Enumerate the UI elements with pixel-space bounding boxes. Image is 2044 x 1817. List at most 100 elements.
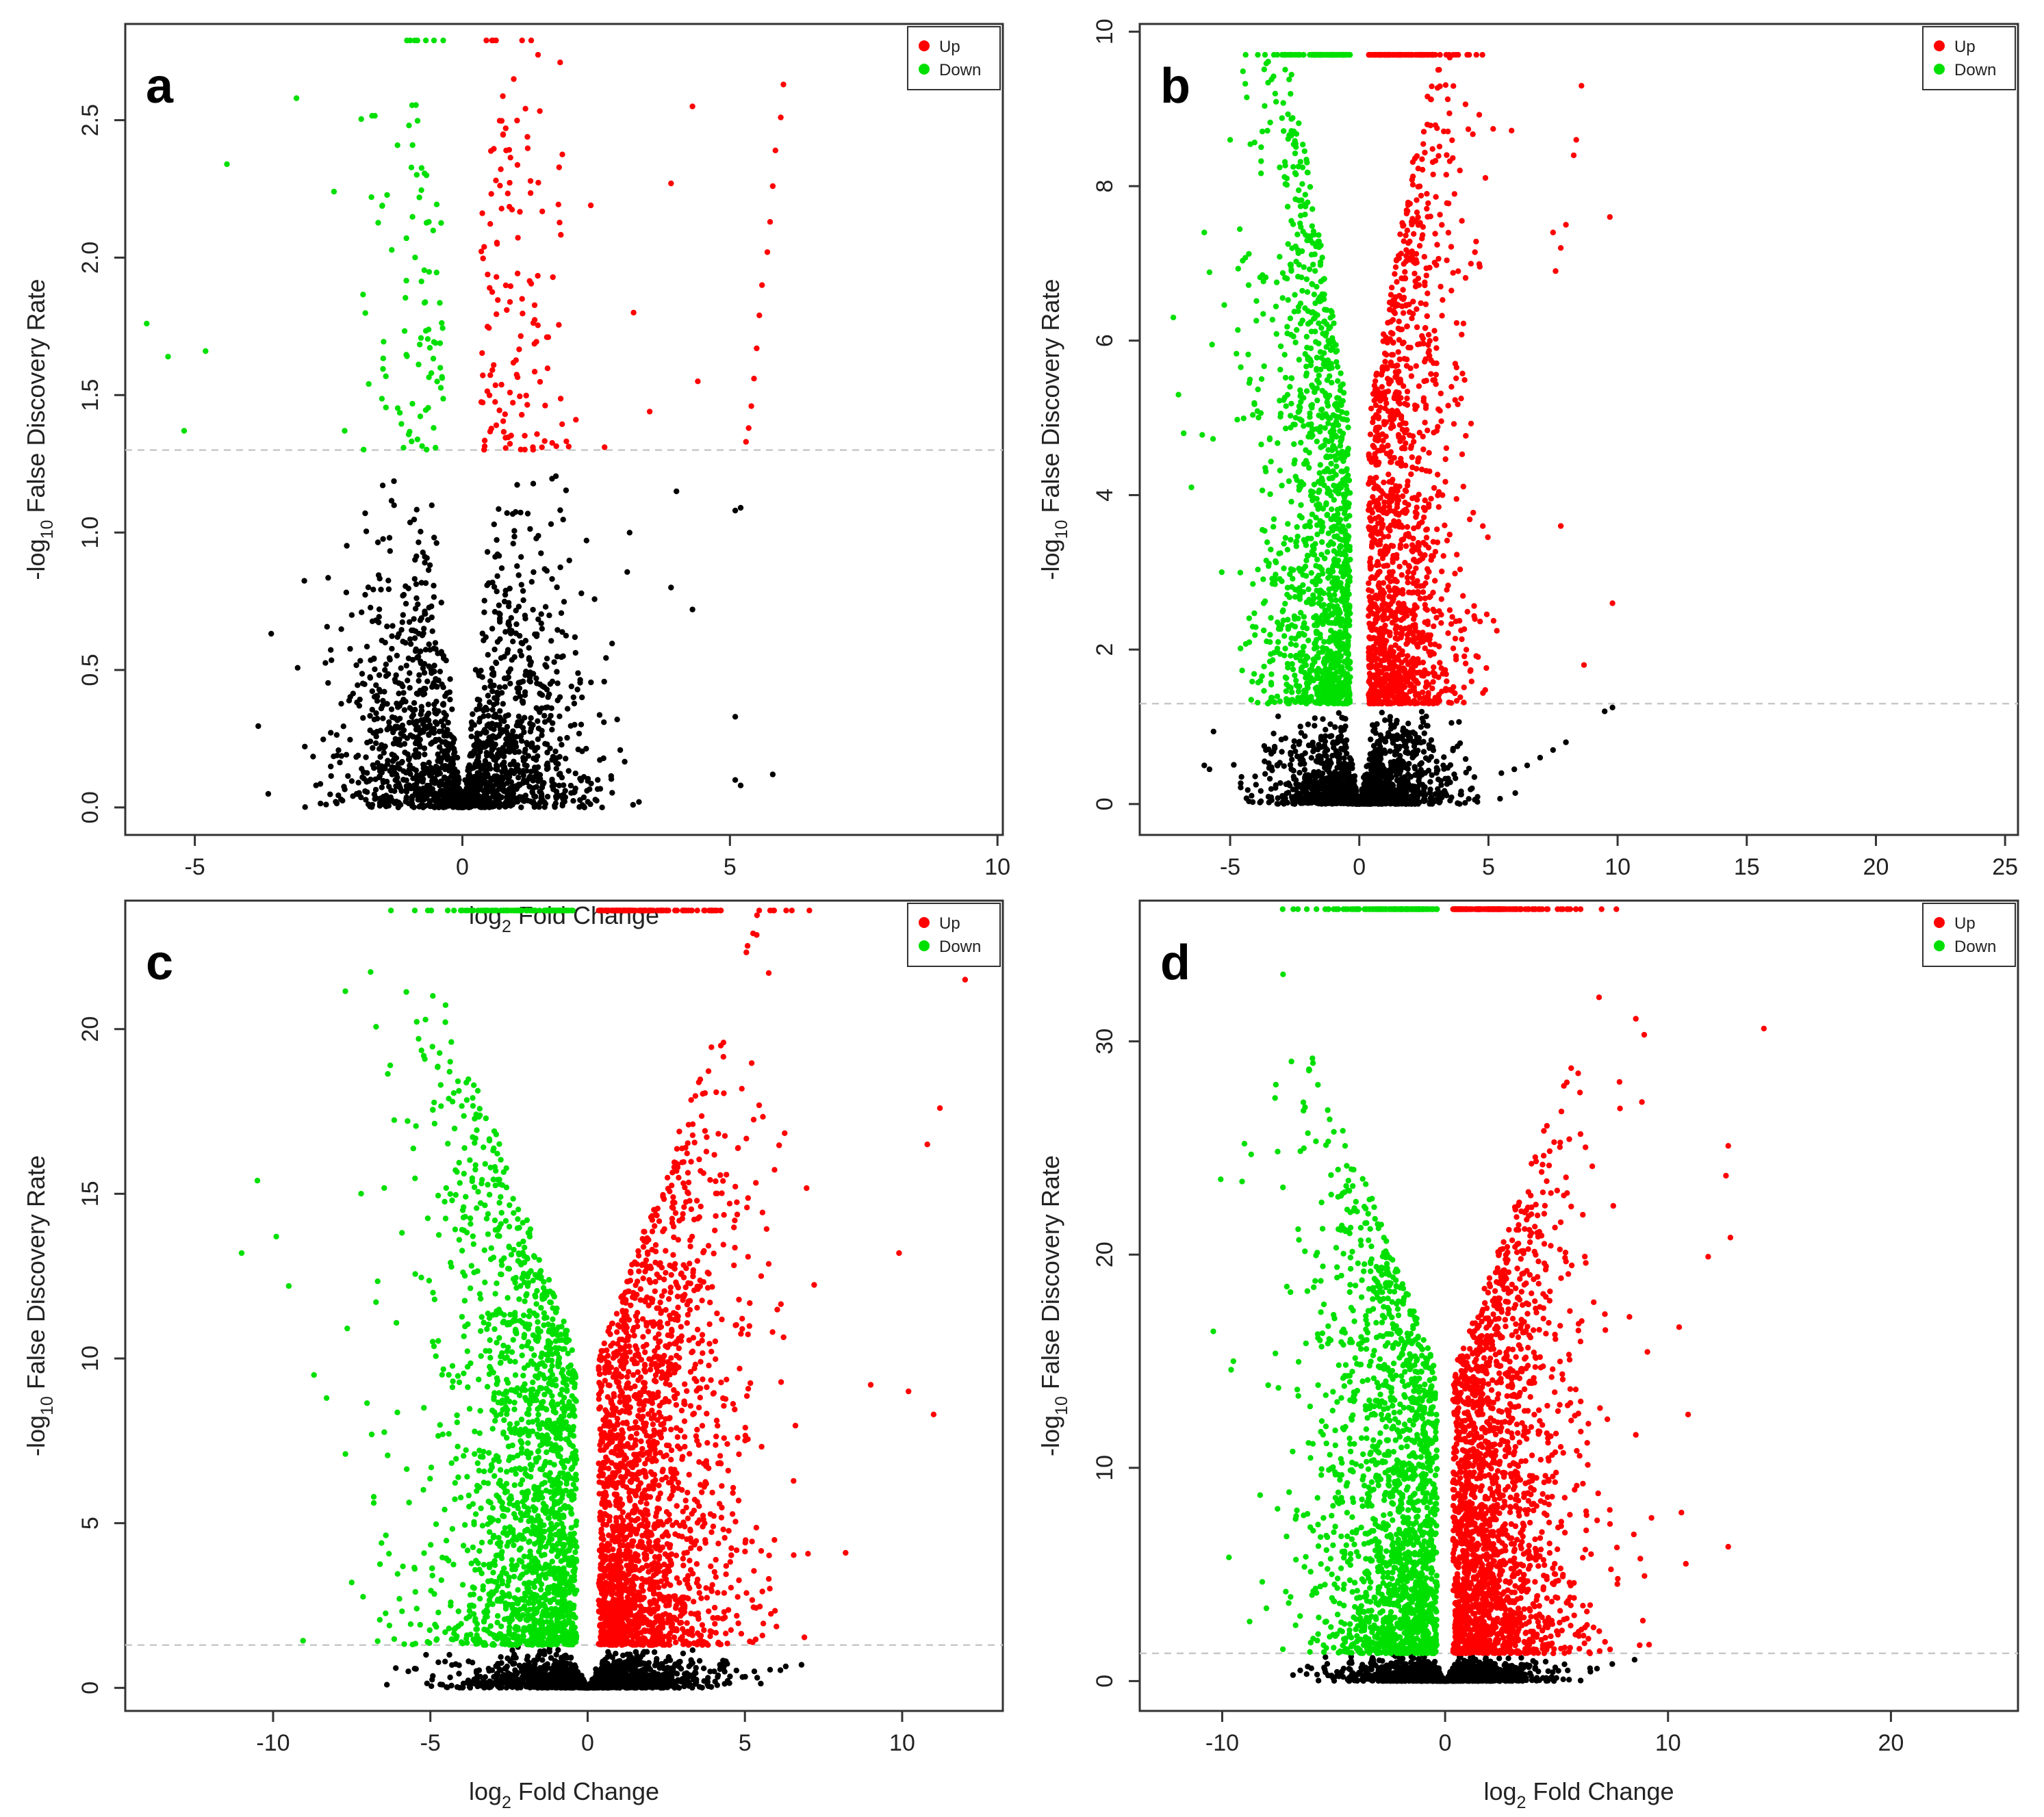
down-points-point [1327,595,1333,602]
ns-points-point [447,697,453,703]
ns-points-point [536,804,542,810]
ns-points-point [588,679,594,686]
ns-points-point [440,653,447,659]
down-points-point [1288,266,1294,273]
legend-label: Up [939,38,960,56]
ns-points-point [363,797,369,803]
ns-points-point [530,606,536,613]
down-points-point [1310,261,1316,268]
down-points-point [1284,547,1291,553]
up-points-point [533,339,539,345]
ns-points-point [1301,766,1308,773]
down-points-point [1279,270,1286,276]
down-points-point [1246,639,1253,645]
y-tick-label: 2.5 [77,104,103,136]
outlier-point [754,345,760,352]
down-points-point [1316,51,1323,58]
up-points-point [516,346,522,352]
ns-points-point [513,695,519,701]
ns-points-point [1238,784,1244,790]
ns-points-point [325,680,331,686]
ns-points-point [481,740,487,747]
down-points-point [1316,478,1322,485]
ns-points-point [1427,799,1433,805]
ns-points-point [419,797,425,803]
down-points-point [1268,671,1275,678]
down-points-point [431,425,437,431]
down-points-point [1307,233,1314,240]
up-points-point [541,438,548,444]
up-points-point [544,334,550,340]
ns-points-point [585,777,591,784]
down-points-point [1337,428,1343,435]
ns-points-point [355,779,361,786]
ns-points-point [414,654,420,661]
ns-points-point [557,713,563,719]
down-points-point [430,227,436,233]
down-points-point [1309,382,1315,389]
down-points-point [1330,443,1337,449]
down-points-point [1283,688,1290,695]
down-points-point [1258,170,1264,177]
down-points-point [1238,364,1244,370]
ns-points-point [570,798,576,804]
ns-points-point [418,528,424,534]
down-points-point [1324,512,1330,519]
ns-points-point [1296,782,1303,788]
down-points-point [1327,315,1333,321]
down-points-point [1311,389,1318,395]
ns-points-point [1441,754,1447,760]
y-tick-label: 0 [1092,797,1118,810]
down-points-point [1255,567,1261,573]
up-points-point [519,296,525,302]
ns-points-point [378,587,384,593]
ns-points-point [318,800,324,807]
down-points-point [1333,597,1340,604]
down-points-point [1283,425,1289,432]
ns-points-point [1329,789,1336,796]
ns-points-point [433,698,439,705]
up-points-point [493,422,500,428]
ns-points-point [348,778,355,784]
ns-points-point [502,803,509,810]
y-axis-label: -log10 False Discovery Rate [22,279,57,580]
down-points [1199,51,1353,707]
outlier-point [732,714,739,720]
ns-points-point [441,782,448,788]
down-points-point [1333,342,1339,348]
ns-points-point [1435,786,1441,792]
down-points-point [1326,361,1333,367]
ns-points-point [367,712,373,719]
ns-points-point [370,762,376,769]
ns-points-point [505,600,512,606]
ns-points-point [338,701,344,707]
up-points-point [502,411,508,417]
ns-points-point [413,553,420,559]
down-points-point [1300,624,1306,630]
down-points-point [1292,457,1298,463]
ns-points-point [396,801,403,807]
ns-points-point [369,688,375,695]
ns-points-point [1433,764,1440,771]
ns-points-point [557,564,563,571]
up-points-point [524,133,531,140]
ns-points-point [353,662,359,669]
ns-points-point [442,762,448,769]
ns-points-point [437,771,444,777]
ns-points-point [1322,764,1328,771]
down-points-point [1340,389,1347,396]
ns-points-point [1324,747,1331,753]
up-points-point [517,209,523,215]
ns-points-point [421,745,428,751]
ns-points-point [412,648,419,654]
up-points-point [513,372,520,378]
down-points-point [1292,196,1299,203]
down-points-point [1288,641,1294,647]
ns-points-point [446,689,453,695]
ns-points-point [426,641,432,647]
down-points-point [1303,688,1309,695]
ns-points-point [548,638,554,644]
ns-points-point [1433,758,1440,764]
down-points-point [1300,229,1306,235]
down-points-point [1305,553,1312,559]
